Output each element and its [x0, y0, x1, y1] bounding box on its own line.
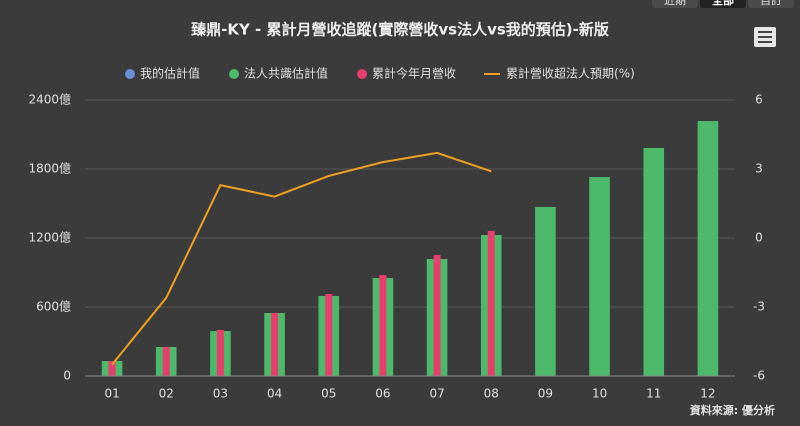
x-tick-label: 07	[429, 387, 444, 401]
x-tick-label: 02	[159, 387, 174, 401]
chart-title: 臻鼎-KY - 累計月營收追蹤(實際營收vs法人vs我的預估)-新版	[191, 21, 609, 39]
bar	[271, 312, 279, 376]
y-tick-label: 1200億	[28, 231, 71, 245]
bar	[535, 206, 556, 376]
y2-tick-label: 6	[755, 93, 763, 107]
legend-label: 累計營收超法人預期(%)	[506, 66, 635, 81]
menu-line[interactable]	[758, 36, 772, 38]
button-label[interactable]: 全部	[711, 0, 734, 7]
menu-line[interactable]	[758, 41, 772, 43]
button[interactable]	[652, 0, 698, 8]
y-tick-label: 0	[63, 369, 71, 383]
menu-icon[interactable]	[754, 27, 776, 47]
x-tick-label: 05	[321, 387, 336, 401]
x-tick-label: 03	[213, 387, 228, 401]
y2-tick-label: 0	[755, 231, 763, 245]
bar	[589, 177, 610, 376]
x-tick-label: 08	[484, 387, 499, 401]
bar	[697, 121, 719, 376]
source: 資料來源: 優分析	[690, 403, 775, 417]
bar	[108, 361, 116, 376]
bar	[325, 294, 333, 376]
y2-tick-label: -3	[753, 300, 765, 314]
legend-swatch	[125, 69, 135, 79]
x-tick-label: 10	[592, 387, 607, 401]
bar	[216, 330, 224, 376]
x-tick-label: 09	[538, 387, 553, 401]
legend-swatch	[484, 73, 501, 75]
button[interactable]	[700, 0, 746, 8]
button-label[interactable]: 自訂	[760, 0, 782, 7]
line	[111, 151, 492, 366]
bar	[643, 147, 665, 376]
button[interactable]	[748, 0, 794, 8]
legend-swatch	[357, 69, 368, 79]
legend-label: 累計今年月營收	[372, 66, 456, 81]
y2-tick-label: 3	[755, 162, 763, 176]
y2-tick-label: -6	[753, 369, 765, 383]
button-label[interactable]: 近期	[664, 0, 686, 7]
x-tick-label: 04	[267, 387, 282, 401]
x-tick-label: 01	[104, 387, 119, 401]
bar	[487, 230, 495, 376]
y-tick-label: 2400億	[28, 93, 71, 107]
bar	[433, 255, 441, 376]
x-tick-label: 12	[700, 387, 715, 401]
bar	[162, 347, 170, 376]
legend-swatch	[229, 69, 240, 79]
menu-line[interactable]	[758, 31, 772, 33]
legend-label: 我的估計值	[140, 66, 200, 81]
x-tick-label: 06	[375, 387, 390, 401]
legend-label: 法人共識估計值	[244, 66, 328, 81]
y-tick-label: 600億	[36, 300, 71, 314]
x-tick-label: 11	[646, 387, 661, 401]
y-tick-label: 1800億	[28, 162, 71, 176]
bar	[379, 275, 387, 376]
